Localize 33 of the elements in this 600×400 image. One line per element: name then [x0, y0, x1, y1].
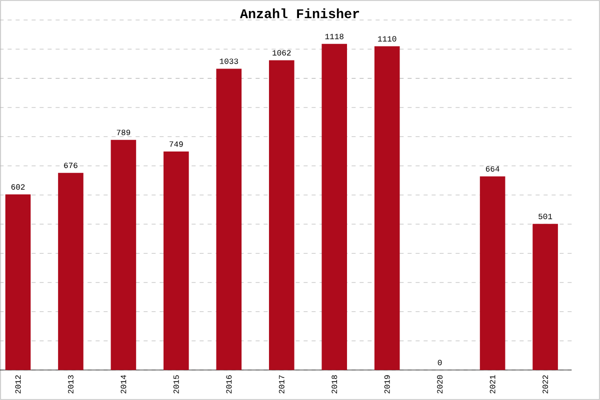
x-tick-label: 2022 [542, 375, 548, 394]
x-tick-label: 2012 [15, 375, 21, 394]
bar [532, 224, 558, 370]
bar [374, 46, 400, 370]
bar [216, 68, 242, 370]
data-label: 602 [11, 184, 25, 190]
x-tick-label: 2020 [437, 375, 443, 394]
x-tick-label: 2017 [278, 375, 284, 394]
x-tick-label: 2013 [68, 375, 74, 394]
bar [110, 140, 136, 370]
x-tick-label: 2014 [120, 375, 126, 394]
data-label: 1033 [220, 58, 238, 64]
data-label: 676 [64, 162, 78, 168]
bar [5, 194, 31, 370]
data-label: 664 [486, 166, 500, 172]
x-tick-label: 2021 [490, 375, 496, 394]
bar [58, 172, 84, 370]
data-label: 1110 [378, 36, 396, 42]
bar [322, 44, 348, 370]
data-label: 789 [116, 130, 130, 136]
x-tick-label: 2019 [384, 375, 390, 394]
data-label: 1062 [272, 50, 291, 56]
x-tick-label: 2016 [226, 375, 232, 394]
bar [164, 152, 189, 370]
bar [268, 60, 294, 370]
chart-title: Anzahl Finisher [240, 8, 360, 18]
data-label: 1118 [325, 34, 344, 40]
data-label: 0 [438, 360, 442, 366]
data-label: 749 [170, 141, 183, 147]
bar [480, 176, 506, 370]
data-label: 501 [538, 214, 552, 220]
x-tick-label: 2018 [332, 375, 338, 394]
x-tick-label: 2015 [173, 375, 179, 394]
